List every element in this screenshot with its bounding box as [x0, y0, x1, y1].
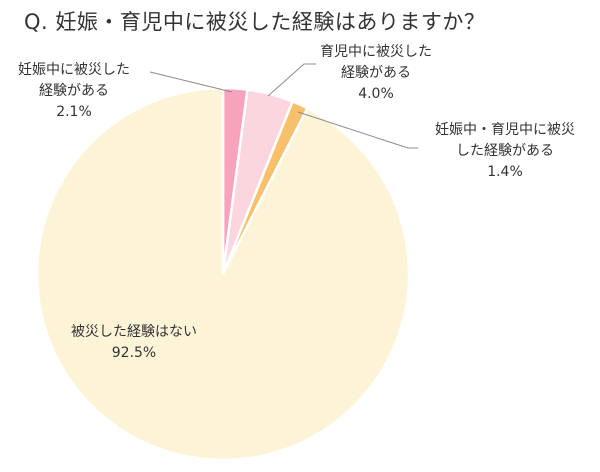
- chart-title: Q. 妊娠・育児中に被災した経験はありますか？: [24, 10, 486, 34]
- leader-lines: [149, 63, 418, 149]
- label-both: 妊娠中・育児中に被災 した経験がある 1.4%: [435, 122, 575, 180]
- pie-slice-3: [35, 86, 411, 462]
- leader-line-childcare: [267, 63, 316, 97]
- label-none: 被災した経験はない 92.5%: [71, 324, 197, 361]
- label-pregnancy: 妊娠中に被災した 経験がある 2.1%: [18, 62, 130, 120]
- leader-line-both: [297, 111, 418, 149]
- leader-line-pregnancy: [149, 71, 233, 93]
- label-childcare: 育児中に被災した 経験がある 4.0%: [320, 44, 432, 102]
- pie-slices: [35, 86, 411, 462]
